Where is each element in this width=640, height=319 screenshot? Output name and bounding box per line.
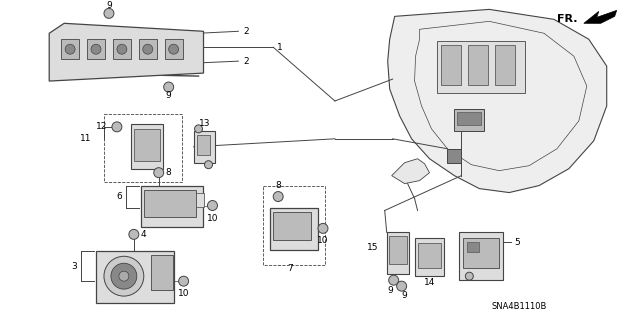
Circle shape	[119, 271, 129, 281]
Bar	[458, 112, 481, 125]
Bar	[193, 131, 216, 163]
Bar	[460, 232, 503, 280]
Circle shape	[65, 44, 75, 54]
Bar	[139, 39, 157, 59]
Text: 2: 2	[243, 27, 249, 36]
Circle shape	[104, 8, 114, 19]
Polygon shape	[388, 9, 607, 193]
Circle shape	[388, 275, 399, 285]
Bar	[417, 243, 442, 268]
Bar	[463, 238, 499, 268]
Circle shape	[273, 192, 283, 202]
Circle shape	[169, 44, 179, 54]
Bar	[438, 41, 525, 93]
Bar	[134, 129, 160, 161]
Circle shape	[91, 44, 101, 54]
Bar	[454, 109, 484, 131]
Bar	[442, 45, 461, 85]
Circle shape	[104, 256, 144, 296]
Circle shape	[129, 229, 139, 239]
Text: 2: 2	[243, 57, 249, 66]
Text: 8: 8	[275, 181, 281, 190]
Text: 11: 11	[79, 134, 91, 143]
Text: 3: 3	[71, 262, 77, 271]
Text: 9: 9	[388, 286, 394, 295]
Circle shape	[195, 125, 202, 133]
Bar	[164, 39, 182, 59]
Bar	[144, 189, 196, 218]
Bar	[104, 114, 182, 182]
Text: 7: 7	[287, 264, 293, 273]
Circle shape	[111, 263, 137, 289]
Bar	[151, 255, 173, 290]
Circle shape	[154, 168, 164, 178]
Polygon shape	[49, 23, 204, 81]
Circle shape	[117, 44, 127, 54]
Text: 9: 9	[402, 291, 408, 300]
Circle shape	[112, 122, 122, 132]
Bar	[273, 212, 311, 240]
Text: 15: 15	[367, 243, 379, 252]
Bar	[131, 124, 163, 169]
Bar	[87, 39, 105, 59]
Bar	[61, 39, 79, 59]
Text: FR.: FR.	[557, 14, 577, 24]
Circle shape	[207, 201, 218, 211]
Circle shape	[318, 223, 328, 234]
Bar	[96, 251, 173, 303]
Bar	[113, 39, 131, 59]
Text: 12: 12	[95, 122, 107, 131]
Bar	[468, 45, 488, 85]
Text: 5: 5	[514, 238, 520, 247]
Text: 6: 6	[116, 192, 122, 201]
Bar	[270, 209, 318, 250]
Bar	[141, 186, 202, 227]
Circle shape	[143, 44, 153, 54]
Circle shape	[164, 82, 173, 92]
Text: 4: 4	[141, 230, 147, 239]
Bar	[467, 242, 479, 252]
Text: 9: 9	[106, 1, 112, 10]
Text: 8: 8	[166, 168, 172, 177]
Text: 10: 10	[207, 214, 218, 223]
Circle shape	[205, 161, 212, 169]
Circle shape	[179, 276, 189, 286]
Text: 13: 13	[199, 119, 211, 128]
Text: 10: 10	[317, 236, 329, 245]
Text: SNA4B1110B: SNA4B1110B	[492, 301, 547, 311]
Bar	[196, 135, 211, 155]
Bar	[495, 45, 515, 85]
Text: 1: 1	[277, 43, 283, 52]
Bar	[447, 149, 461, 163]
Circle shape	[397, 281, 406, 291]
Bar	[263, 186, 325, 265]
Bar	[415, 238, 444, 276]
Bar	[387, 232, 408, 274]
Text: 9: 9	[166, 91, 172, 100]
Polygon shape	[584, 11, 617, 23]
Text: 14: 14	[424, 278, 435, 287]
Text: 10: 10	[178, 289, 189, 298]
Bar	[388, 236, 406, 264]
Polygon shape	[392, 159, 429, 184]
Bar	[196, 193, 204, 206]
Circle shape	[465, 272, 474, 280]
